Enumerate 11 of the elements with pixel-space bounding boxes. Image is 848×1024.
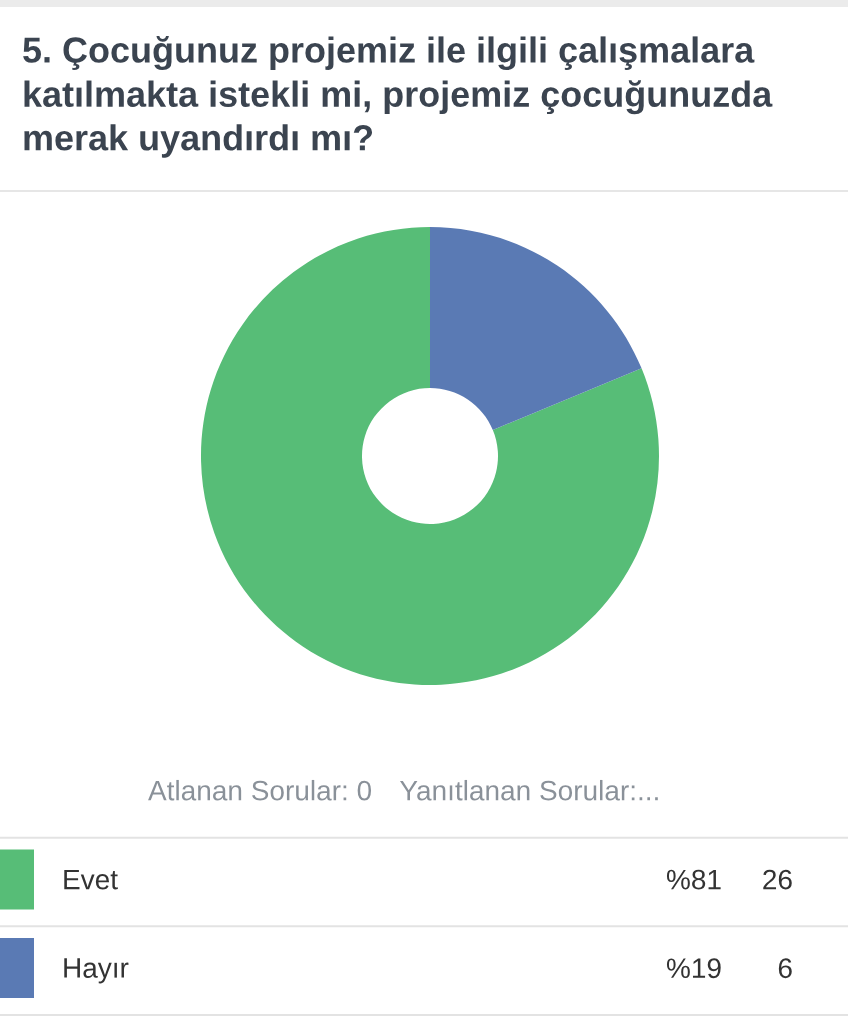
text: Yanıtlanan Sorular:... [399,779,658,801]
chart-title: 5. Çocuğunuz projemiz ile ilgili çalışmalara katılmakta istekli mi, projemiz çocuğunuzda merak uyandırdı mı? [23,36,773,158]
donut-slice [201,227,659,685]
text: %81 [666,869,721,890]
text: %19 [666,958,721,979]
legend-label: Evet [64,869,118,890]
donut-slice [430,227,642,430]
data-label: 26 [763,869,792,890]
legend-label: Hayır [64,958,129,984]
data-label: 6 [778,958,792,979]
text: Atlanan Sorular: 0 [148,779,372,801]
